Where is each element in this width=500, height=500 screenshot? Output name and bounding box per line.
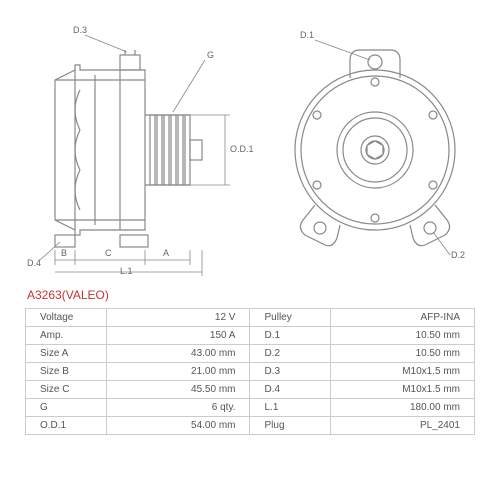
table-row: Voltage12 VPulleyAFP-INA (26, 309, 475, 327)
table-row: Size C45.50 mmD.4M10x1.5 mm (26, 381, 475, 399)
label-d4: D.4 (27, 258, 41, 268)
table-row: Size A43.00 mmD.210.50 mm (26, 345, 475, 363)
spec-label: Plug (250, 417, 331, 435)
label-d3: D.3 (73, 25, 87, 35)
label-d1: D.1 (300, 30, 314, 40)
spec-label: D.3 (250, 363, 331, 381)
spec-value: 12 V (106, 309, 250, 327)
spec-label: D.4 (250, 381, 331, 399)
spec-value: 45.50 mm (106, 381, 250, 399)
label-l1: L.1 (120, 266, 133, 276)
spec-value: 6 qty. (106, 399, 250, 417)
label-b: B (61, 248, 67, 258)
spec-table: Voltage12 VPulleyAFP-INAAmp.150 AD.110.5… (25, 308, 475, 435)
spec-label: L.1 (250, 399, 331, 417)
spec-label: Size A (26, 345, 107, 363)
table-row: G6 qty.L.1180.00 mm (26, 399, 475, 417)
spec-value: 10.50 mm (331, 345, 475, 363)
spec-label: D.1 (250, 327, 331, 345)
spec-label: Size C (26, 381, 107, 399)
label-d2: D.2 (451, 250, 465, 260)
spec-value: M10x1.5 mm (331, 363, 475, 381)
spec-label: Amp. (26, 327, 107, 345)
spec-value: 150 A (106, 327, 250, 345)
spec-value: 10.50 mm (331, 327, 475, 345)
spec-value: 54.00 mm (106, 417, 250, 435)
part-title: A3263(VALEO) (27, 288, 475, 302)
table-row: O.D.154.00 mmPlugPL_2401 (26, 417, 475, 435)
label-a: A (163, 248, 169, 258)
technical-drawings: D.3 G O.D.1 D.4 B C A L.1 (25, 20, 475, 280)
spec-label: Size B (26, 363, 107, 381)
spec-value: PL_2401 (331, 417, 475, 435)
spec-value: 21.00 mm (106, 363, 250, 381)
front-view-drawing: D.1 D.2 (275, 20, 475, 280)
spec-value: AFP-INA (331, 309, 475, 327)
table-row: Amp.150 AD.110.50 mm (26, 327, 475, 345)
spec-value: 180.00 mm (331, 399, 475, 417)
label-g: G (207, 50, 214, 60)
spec-label: Voltage (26, 309, 107, 327)
spec-label: Pulley (250, 309, 331, 327)
label-c: C (105, 248, 112, 258)
spec-value: M10x1.5 mm (331, 381, 475, 399)
side-view-drawing: D.3 G O.D.1 D.4 B C A L.1 (25, 20, 265, 280)
label-od1: O.D.1 (230, 144, 254, 154)
spec-label: G (26, 399, 107, 417)
part-number: A3263 (27, 288, 62, 302)
table-row: Size B21.00 mmD.3M10x1.5 mm (26, 363, 475, 381)
spec-label: D.2 (250, 345, 331, 363)
spec-value: 43.00 mm (106, 345, 250, 363)
part-vendor: (VALEO) (62, 288, 109, 302)
spec-label: O.D.1 (26, 417, 107, 435)
